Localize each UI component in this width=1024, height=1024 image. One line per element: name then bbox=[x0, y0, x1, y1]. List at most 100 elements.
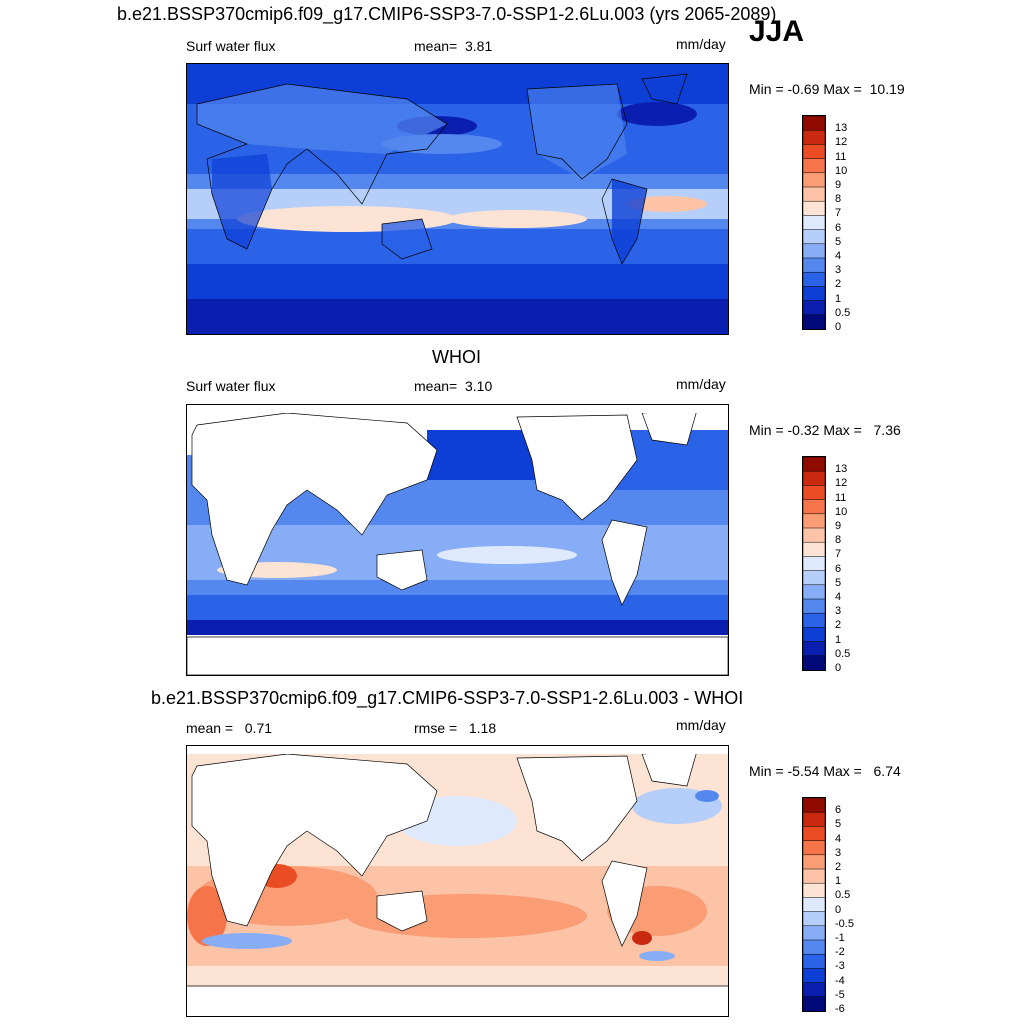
panel2-map bbox=[186, 404, 729, 676]
colorbar-box bbox=[803, 499, 825, 515]
panel3-mean-label: mean = 0.71 bbox=[186, 720, 273, 736]
colorbar-tick-label: 1 bbox=[835, 875, 842, 888]
panel2-mean-value: 3.10 bbox=[464, 378, 493, 394]
colorbar-tick-label: 0.5 bbox=[835, 306, 851, 319]
colorbar-box bbox=[803, 485, 825, 501]
colorbar-tick-label: 0.5 bbox=[835, 647, 851, 660]
colorbar-tick-label: 4 bbox=[835, 591, 842, 603]
panel2-title: WHOI bbox=[432, 347, 481, 367]
panel1-map bbox=[186, 63, 729, 335]
colorbar-box bbox=[803, 116, 825, 131]
colorbar-box bbox=[803, 911, 825, 927]
colorbar-tick-label: 4 bbox=[835, 832, 842, 845]
colorbar-tick-label: -4 bbox=[835, 974, 845, 987]
panel3-mean-value: 0.71 bbox=[244, 720, 273, 736]
panel3-colorbar bbox=[802, 797, 826, 1012]
colorbar-box bbox=[803, 570, 825, 586]
colorbar-box bbox=[803, 215, 825, 231]
panel1-minmax: Min = -0.69 Max = 10.19 bbox=[749, 81, 905, 97]
colorbar-box bbox=[803, 939, 825, 955]
panel3-rmse-value: 1.18 bbox=[468, 720, 497, 736]
panel3-title: b.e21.BSSP370cmip6.f09_g17.CMIP6-SSP3-7.… bbox=[151, 688, 744, 708]
panel2-mean-label: mean= 3.10 bbox=[414, 378, 493, 394]
colorbar-tick-label: -6 bbox=[835, 1003, 845, 1015]
colorbar-tick-label: 0.5 bbox=[835, 889, 851, 902]
colorbar-box bbox=[803, 953, 825, 970]
panel1-units: mm/day bbox=[676, 36, 726, 52]
colorbar-box bbox=[803, 584, 825, 600]
colorbar-box bbox=[803, 556, 825, 572]
colorbar-box bbox=[803, 186, 825, 202]
colorbar-tick-label: 0 bbox=[835, 903, 842, 916]
colorbar-tick-label: 7 bbox=[835, 548, 842, 561]
colorbar-tick-label: -3 bbox=[835, 960, 845, 973]
colorbar-box bbox=[803, 470, 825, 487]
colorbar-box bbox=[803, 200, 825, 217]
colorbar-tick-label: 1 bbox=[835, 292, 842, 305]
colorbar-box bbox=[803, 513, 825, 529]
colorbar-tick-label: 7 bbox=[835, 207, 842, 220]
colorbar-box bbox=[803, 243, 825, 259]
colorbar-box bbox=[803, 144, 825, 160]
colorbar-box bbox=[803, 854, 825, 870]
colorbar-box bbox=[803, 172, 825, 188]
colorbar-box bbox=[803, 257, 825, 273]
colorbar-tick-label: 0 bbox=[835, 662, 842, 674]
colorbar-tick-label: 11 bbox=[835, 150, 847, 163]
colorbar-box bbox=[803, 968, 825, 984]
colorbar-tick-label: 10 bbox=[835, 164, 848, 177]
colorbar-tick-label: 9 bbox=[835, 179, 842, 191]
colorbar-tick-label: 11 bbox=[835, 491, 847, 504]
colorbar-tick-label: 13 bbox=[835, 463, 848, 476]
colorbar-tick-label: 2 bbox=[835, 278, 842, 291]
colorbar-box bbox=[803, 158, 825, 174]
colorbar-box bbox=[803, 286, 825, 302]
colorbar-box bbox=[803, 826, 825, 842]
panel3-rmse-label: rmse = 1.18 bbox=[414, 720, 497, 736]
colorbar-tick-label: 8 bbox=[835, 534, 842, 547]
colorbar-tick-label: -1 bbox=[835, 932, 845, 944]
colorbar-box bbox=[803, 641, 825, 657]
colorbar-box bbox=[803, 655, 825, 670]
colorbar-box bbox=[803, 612, 825, 629]
colorbar-box bbox=[803, 314, 825, 329]
colorbar-tick-label: 0 bbox=[835, 321, 842, 333]
season-label: JJA bbox=[749, 15, 805, 48]
panel2-minmax: Min = -0.32 Max = 7.36 bbox=[749, 422, 901, 438]
panel1-mean-value: 3.81 bbox=[464, 38, 493, 54]
colorbar-box bbox=[803, 541, 825, 558]
colorbar-tick-label: 2 bbox=[835, 619, 842, 632]
colorbar-tick-label: 9 bbox=[835, 520, 842, 532]
colorbar-box bbox=[803, 300, 825, 316]
colorbar-box bbox=[803, 925, 825, 941]
colorbar-tick-label: 12 bbox=[835, 136, 848, 149]
colorbar-box bbox=[803, 271, 825, 288]
colorbar-tick-label: 8 bbox=[835, 193, 842, 206]
colorbar-box bbox=[803, 996, 825, 1011]
panel3-units: mm/day bbox=[676, 717, 726, 733]
colorbar-box bbox=[803, 598, 825, 614]
colorbar-tick-label: 5 bbox=[835, 818, 842, 831]
panel2-units: mm/day bbox=[676, 376, 726, 392]
colorbar-box bbox=[803, 897, 825, 913]
panel3-map bbox=[186, 745, 729, 1017]
colorbar-tick-label: 6 bbox=[835, 562, 842, 575]
colorbar-tick-label: 12 bbox=[835, 477, 848, 490]
colorbar-tick-label: -0.5 bbox=[835, 917, 854, 930]
colorbar-tick-label: 13 bbox=[835, 122, 848, 135]
figure-title: b.e21.BSSP370cmip6.f09_g17.CMIP6-SSP3-7.… bbox=[117, 4, 777, 24]
colorbar-tick-label: 3 bbox=[835, 264, 842, 277]
colorbar-tick-label: 4 bbox=[835, 250, 842, 262]
colorbar-box bbox=[803, 840, 825, 856]
colorbar-tick-label: -2 bbox=[835, 946, 845, 959]
panel3-minmax: Min = -5.54 Max = 6.74 bbox=[749, 763, 901, 779]
colorbar-tick-label: -5 bbox=[835, 988, 845, 1001]
colorbar-box bbox=[803, 129, 825, 146]
colorbar-box bbox=[803, 811, 825, 828]
colorbar-tick-label: 1 bbox=[835, 633, 842, 646]
colorbar-tick-label: 5 bbox=[835, 576, 842, 589]
panel1-variable-label: Surf water flux bbox=[186, 38, 276, 54]
colorbar-tick-label: 6 bbox=[835, 804, 842, 817]
panel1-mean-label: mean= 3.81 bbox=[414, 38, 493, 54]
colorbar-tick-label: 6 bbox=[835, 221, 842, 234]
